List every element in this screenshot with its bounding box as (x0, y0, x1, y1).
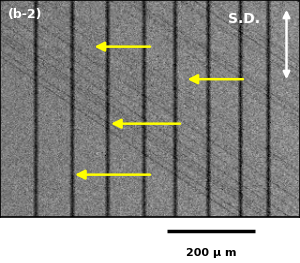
Text: (b-2): (b-2) (8, 8, 42, 21)
Text: S.D.: S.D. (228, 12, 260, 26)
Text: 200 μ m: 200 μ m (186, 248, 236, 258)
